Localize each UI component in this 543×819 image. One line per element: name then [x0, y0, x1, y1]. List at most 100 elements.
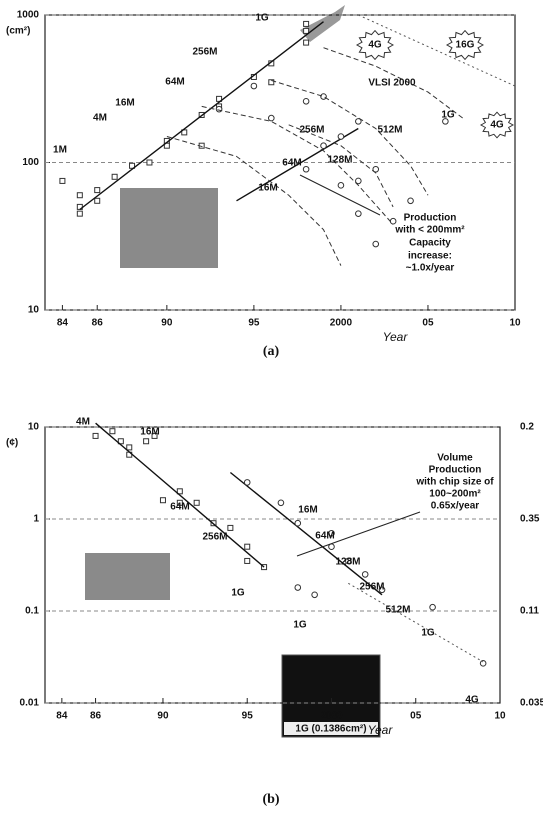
annotation: Volume: [437, 453, 473, 464]
square-point: [244, 557, 251, 564]
y-tick-label: 10: [28, 422, 40, 433]
square-point: [303, 20, 310, 27]
circle-point: [215, 105, 223, 113]
annotation: 64M: [282, 158, 301, 169]
arrow: [300, 5, 345, 42]
y-tick-label: 0.01: [20, 698, 40, 709]
annotation: with < 200mm²: [394, 225, 465, 236]
y-tick-label: 100: [22, 157, 39, 168]
circle-point: [243, 479, 251, 486]
circle-point: [267, 114, 275, 122]
annotation: 4G: [465, 695, 479, 706]
annotation: 512M: [385, 605, 410, 616]
x-tick-label: 05: [422, 318, 434, 329]
annotation: 1G: [421, 628, 435, 639]
circle-point: [355, 210, 362, 217]
annotation: 4G: [368, 40, 382, 51]
square-point: [303, 27, 310, 34]
square-point: [111, 173, 118, 180]
square-point: [303, 39, 310, 46]
square-point: [227, 524, 234, 531]
annotation: Production: [429, 465, 482, 476]
annotation: Capacity: [409, 238, 451, 249]
x-axis-label: Year: [368, 723, 394, 737]
square-point: [117, 438, 124, 445]
x-axis-label: Year: [383, 330, 409, 344]
circle-point: [337, 133, 345, 140]
square-point: [159, 497, 166, 504]
annotation: 4M: [93, 113, 107, 124]
circle-point: [378, 586, 386, 594]
y-tick-label: 1: [33, 514, 39, 525]
x-tick-label: 2000: [320, 711, 343, 722]
right-axis-label: 0.2: [520, 422, 534, 433]
circle-point: [372, 165, 380, 173]
annotation: 4G: [490, 120, 504, 131]
x-tick-label: 95: [242, 711, 254, 722]
gray-box: [85, 553, 170, 600]
x-tick-label: 84: [56, 711, 68, 722]
annotation: 1G: [231, 588, 245, 599]
circle-point: [442, 118, 449, 125]
x-tick-label: 10: [494, 711, 506, 722]
annotation: 16M: [258, 183, 277, 194]
square-point: [176, 488, 183, 495]
annotation: Production: [404, 213, 457, 224]
annotation: ~1.0x/year: [406, 263, 455, 274]
circle-point: [311, 591, 318, 599]
x-tick-label: 86: [90, 711, 102, 722]
annotation: 256M: [359, 582, 384, 593]
trend-line: [358, 14, 516, 87]
circle-point: [277, 499, 285, 507]
annotation: VLSI 2000: [368, 78, 416, 89]
y-axis-label: (cm²): [6, 26, 30, 37]
circle-point: [355, 118, 362, 125]
square-point: [146, 159, 153, 166]
circle-point: [294, 584, 302, 591]
circle-point: [355, 177, 362, 185]
x-tick-label: 86: [92, 318, 104, 329]
circle-point: [294, 519, 302, 527]
x-tick-label: 05: [410, 711, 422, 722]
square-point: [193, 499, 200, 506]
x-tick-label: 10: [509, 318, 521, 329]
circle-point: [345, 557, 352, 565]
square-point: [176, 499, 183, 506]
trend-line: [348, 582, 484, 663]
right-axis-label: 0.11: [520, 606, 539, 617]
pointer-line: [296, 511, 421, 557]
trend-line: [229, 471, 383, 596]
y-tick-label: 1000: [17, 10, 40, 21]
square-point: [59, 177, 66, 184]
annotation: 1G: [293, 620, 307, 631]
circle-point: [372, 240, 380, 248]
square-point: [143, 438, 150, 445]
gray-box: [120, 188, 218, 268]
square-point: [181, 129, 188, 136]
trend-line: [236, 127, 359, 202]
starburst: [445, 29, 485, 61]
right-axis-label: 0.35: [520, 514, 540, 525]
x-tick-label: 95: [248, 318, 260, 329]
circle-point: [302, 165, 310, 173]
x-tick-label: 2000: [330, 318, 353, 329]
x-tick-label: 84: [57, 318, 69, 329]
annotation: 512M: [377, 125, 402, 136]
circle-point: [337, 182, 345, 189]
right-axis-label: 0.035: [520, 698, 543, 709]
y-axis-label: (¢): [6, 438, 18, 449]
square-point: [92, 432, 99, 439]
square-point: [76, 210, 83, 217]
square-point: [244, 543, 251, 550]
starburst: [479, 111, 515, 139]
y-tick-label: 10: [28, 305, 40, 316]
annotation: 64M: [315, 531, 334, 542]
trend-line: [95, 422, 265, 568]
trend-line: [79, 21, 324, 211]
circle-point: [302, 97, 310, 105]
square-point: [126, 444, 133, 451]
annotation: 256M: [192, 47, 217, 58]
annotation: 1M: [53, 145, 67, 156]
annotation: increase:: [408, 251, 452, 262]
